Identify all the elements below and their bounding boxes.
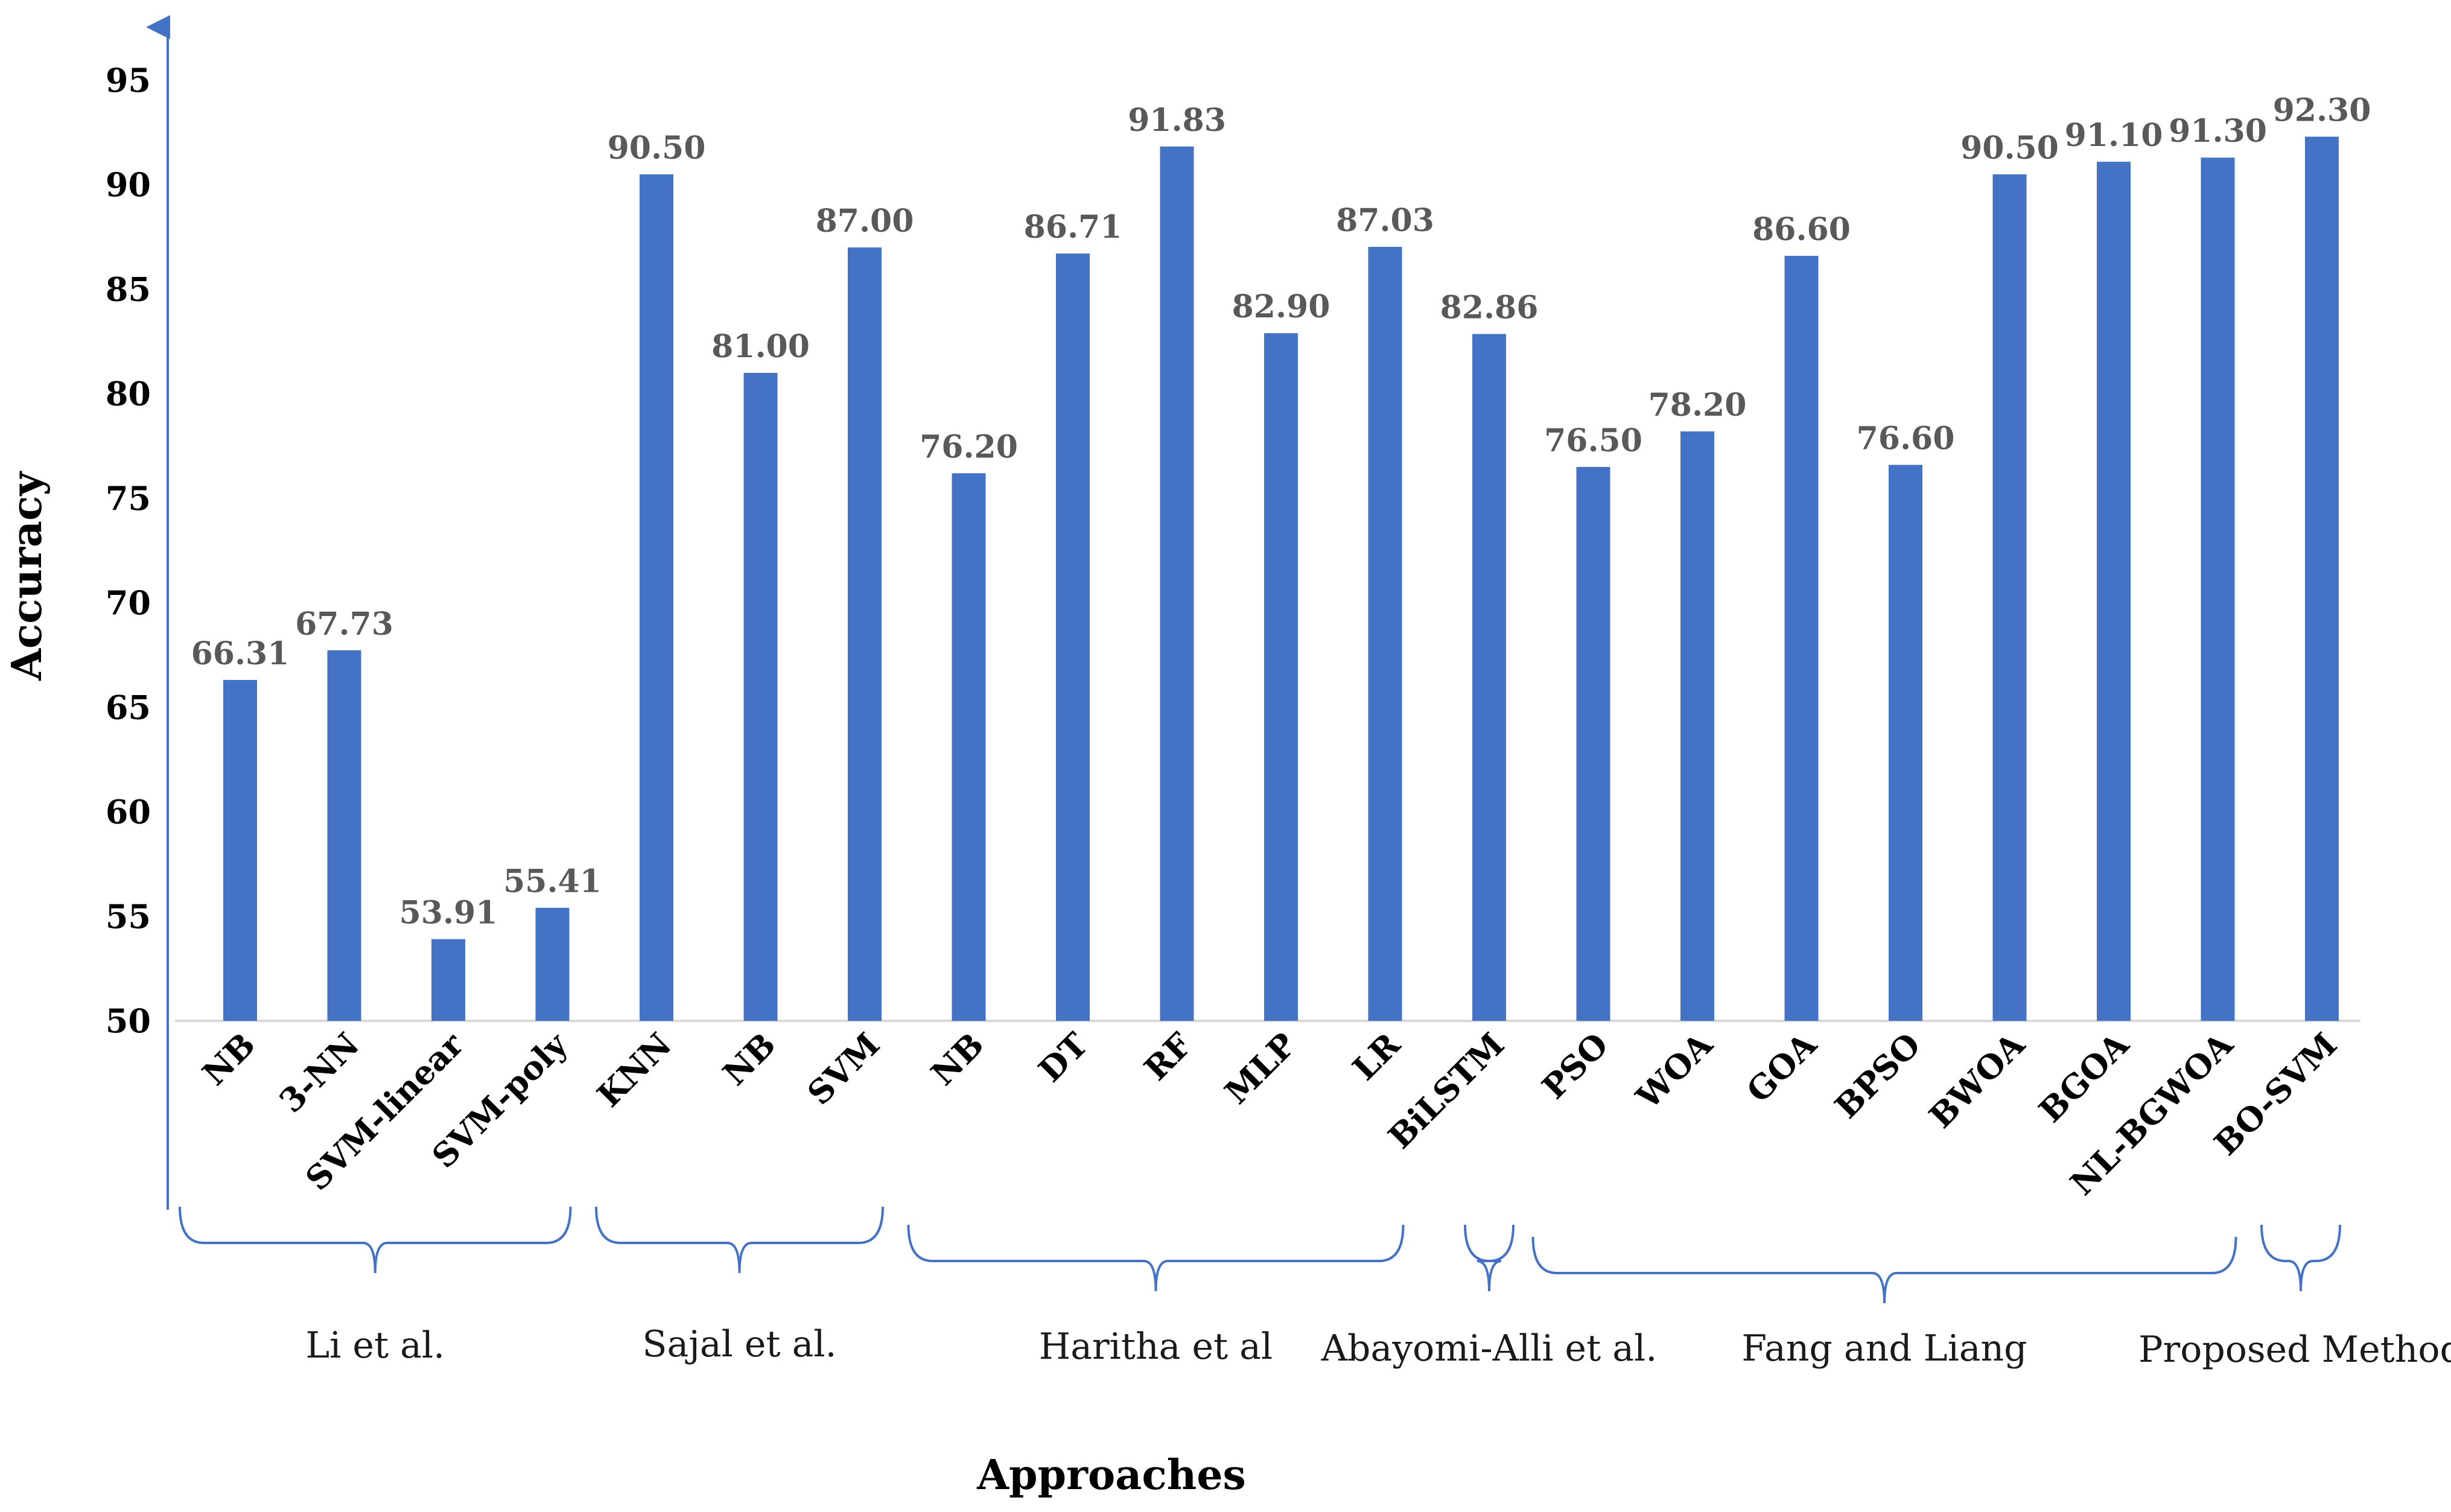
bar-16: [1889, 465, 1922, 1021]
x-category-label-16: BPSO: [1827, 1025, 1928, 1126]
bar-0: [223, 679, 257, 1021]
group-braces-layer: Li et al. Sajal et al. Haritha et al Abayom…: [179, 1206, 2451, 1371]
group-label-0: Li et al.: [305, 1324, 445, 1367]
value-label-0: 66.31: [191, 635, 290, 672]
x-axis-title: Approaches: [976, 1451, 1246, 1499]
value-label-6: 87.00: [816, 203, 914, 240]
bar-2: [431, 939, 465, 1021]
value-label-4: 90.50: [608, 130, 706, 167]
x-category-label-8: DT: [1031, 1025, 1095, 1090]
x-category-label-12: BiLSTM: [1381, 1025, 1512, 1156]
y-tick-label-1: 55: [106, 897, 151, 936]
value-label-11: 87.03: [1336, 202, 1434, 239]
y-tick-label-0: 50: [106, 1002, 151, 1040]
group-brace-1: [595, 1206, 884, 1274]
group-label-5: Proposed Method: [2138, 1329, 2451, 1371]
bar-6: [848, 247, 882, 1021]
bar-4: [640, 174, 673, 1021]
y-tick-label-9: 95: [106, 61, 151, 100]
bar-11: [1368, 247, 1402, 1021]
x-category-label-14: WOA: [1628, 1024, 1720, 1117]
x-category-label-11: LR: [1345, 1024, 1408, 1088]
x-category-label-7: NB: [923, 1025, 991, 1093]
bar-10: [1264, 333, 1298, 1021]
group-brace-0: [179, 1206, 572, 1274]
value-label-9: 91.83: [1128, 102, 1226, 139]
group-label-3: Abayomi-Alli et al.: [1321, 1327, 1658, 1370]
x-category-label-4: KNN: [590, 1025, 679, 1114]
x-category-label-13: PSO: [1534, 1025, 1616, 1107]
y-tick-label-5: 75: [106, 479, 151, 518]
group-label-1: Sajal et al.: [642, 1323, 836, 1365]
group-brace-3: [1464, 1224, 1515, 1292]
value-label-18: 91.10: [2065, 117, 2163, 154]
value-label-8: 86.71: [1024, 209, 1122, 246]
value-label-19: 91.30: [2169, 113, 2267, 150]
value-label-7: 76.20: [920, 428, 1018, 465]
group-brace-4: [1531, 1236, 2237, 1304]
y-tick-label-2: 60: [106, 793, 151, 831]
value-label-10: 82.90: [1232, 288, 1330, 325]
bar-14: [1680, 431, 1714, 1021]
y-tick-label-4: 70: [106, 583, 151, 622]
value-label-15: 86.60: [1752, 211, 1851, 248]
x-category-label-6: SVM: [800, 1025, 887, 1113]
bar-9: [1160, 146, 1194, 1021]
bar-12: [1472, 334, 1506, 1021]
y-tick-label-3: 65: [106, 688, 151, 726]
x-category-label-18: BGOA: [2031, 1024, 2137, 1130]
x-category-label-5: NB: [715, 1025, 783, 1093]
bar-17: [1992, 174, 2027, 1021]
bar-20: [2305, 136, 2339, 1021]
x-category-label-15: GOA: [1739, 1024, 1825, 1110]
y-tick-label-6: 80: [106, 375, 151, 413]
bar-8: [1056, 253, 1090, 1021]
value-label-1: 67.73: [295, 606, 393, 643]
bar-3: [535, 907, 570, 1021]
x-category-label-10: MLP: [1217, 1025, 1303, 1111]
value-label-14: 78.20: [1648, 387, 1747, 424]
bar-19: [2201, 157, 2235, 1021]
bar-1: [327, 650, 361, 1021]
bar-13: [1576, 466, 1610, 1021]
value-label-20: 92.30: [2273, 92, 2371, 129]
group-brace-5: [2260, 1224, 2341, 1292]
y-axis-title: Accuracy: [3, 471, 51, 681]
x-category-label-9: RF: [1137, 1025, 1200, 1088]
value-label-3: 55.41: [503, 863, 602, 900]
y-ticks-layer: 50 55 60 65 70 75 80 85 90 95: [106, 61, 151, 1040]
x-category-label-0: NB: [195, 1025, 262, 1093]
value-label-17: 90.50: [1960, 130, 2059, 167]
value-label-16: 76.60: [1857, 420, 1955, 457]
value-label-12: 82.86: [1440, 290, 1539, 326]
x-category-label-1: 3-NN: [272, 1025, 366, 1120]
y-tick-label-8: 90: [106, 165, 151, 204]
group-label-4: Fang and Liang: [1741, 1327, 2027, 1370]
y-tick-label-7: 85: [106, 270, 151, 308]
group-brace-2: [907, 1224, 1405, 1292]
value-label-2: 53.91: [399, 895, 498, 932]
bar-5: [743, 373, 778, 1021]
bar-18: [2097, 162, 2131, 1021]
value-label-5: 81.00: [711, 328, 810, 365]
x-category-label-17: BWOA: [1921, 1024, 2032, 1136]
value-label-13: 76.50: [1544, 422, 1642, 459]
bar-15: [1784, 256, 1819, 1021]
bar-7: [952, 473, 986, 1021]
group-label-2: Haritha et al: [1039, 1326, 1273, 1368]
